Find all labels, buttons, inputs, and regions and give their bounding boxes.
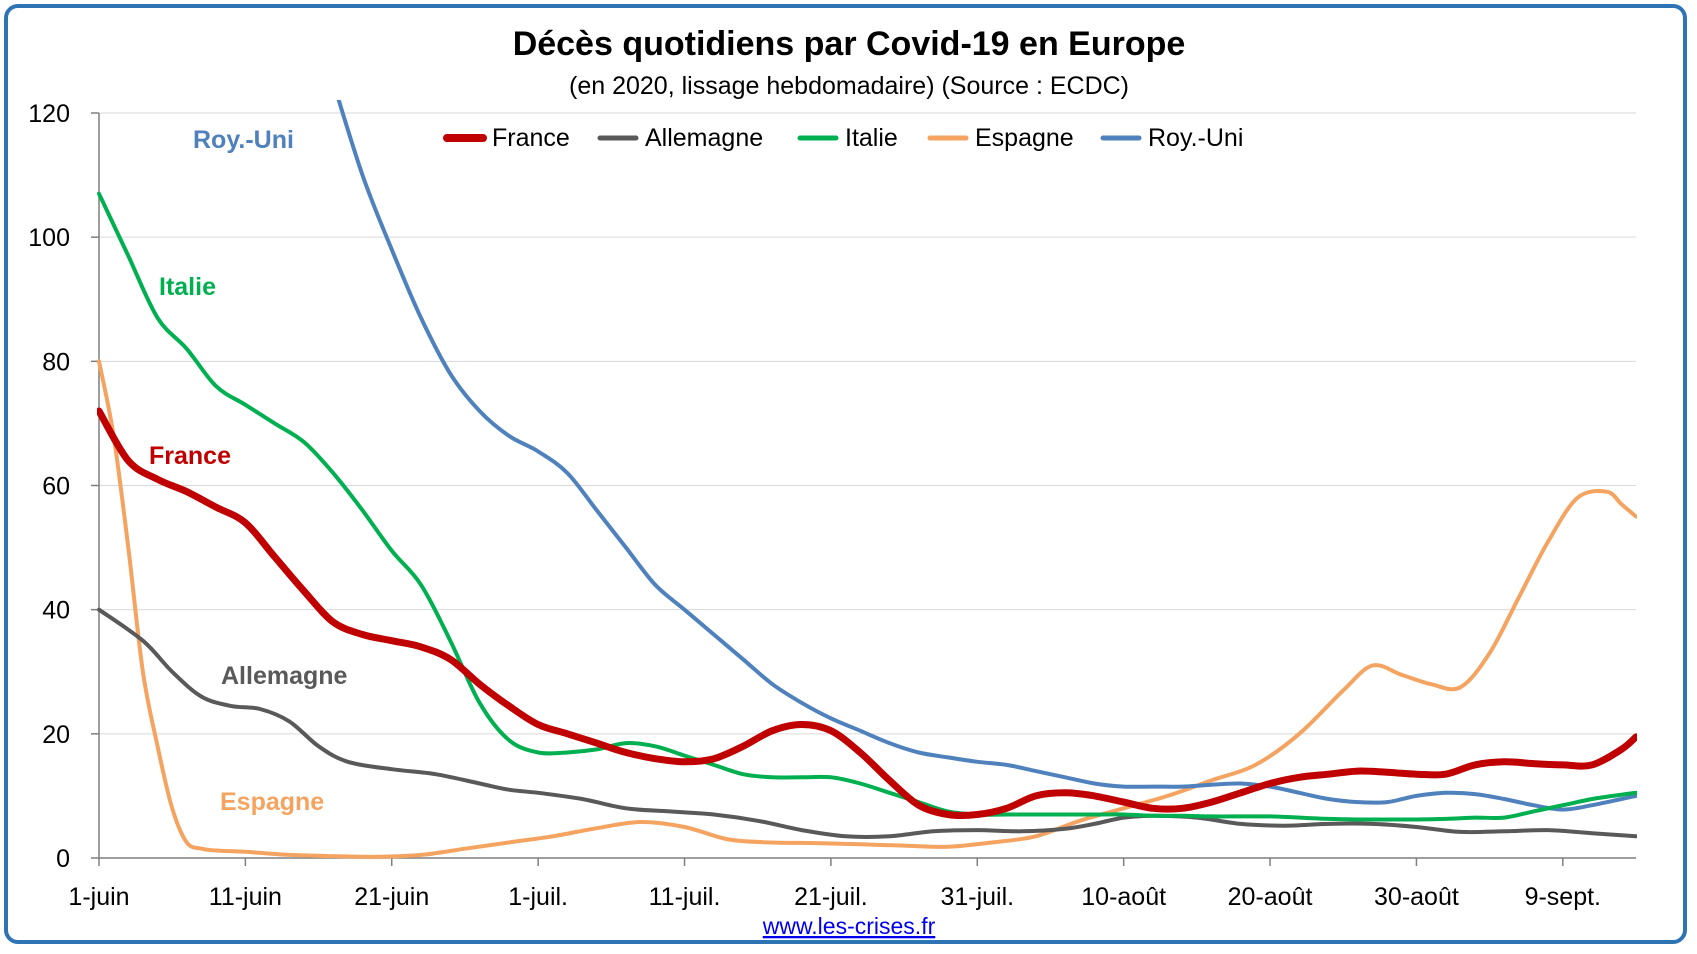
x-tick-label: 20-août: [1228, 883, 1313, 911]
x-tick-label: 1-juil.: [508, 883, 568, 911]
inline-label-italie: Italie: [159, 273, 216, 301]
chart-title: Décès quotidiens par Covid-19 en Europe: [513, 25, 1186, 63]
chart-subtitle: (en 2020, lissage hebdomadaire) (Source …: [569, 72, 1129, 100]
inline-label-france: France: [149, 442, 231, 470]
x-tick-label: 1-juin: [68, 883, 129, 911]
inline-series-labels: France Allemagne Italie Espagne Roy.-Uni: [149, 126, 348, 816]
series-line-roy-uni: [336, 100, 1637, 812]
series-lines: [97, 100, 1637, 859]
y-tick-label: 60: [42, 473, 70, 501]
series-line-france: [97, 407, 1637, 820]
x-tick-label: 9-sept.: [1525, 883, 1601, 911]
inline-label-allemagne: Allemagne: [221, 662, 348, 690]
inline-label-roy-uni: Roy.-Uni: [193, 126, 294, 154]
y-tick-label: 120: [28, 100, 70, 128]
x-tick-label: 21-juil.: [794, 883, 868, 911]
legend: France Allemagne Italie Espagne Roy.-Uni: [443, 124, 1243, 152]
series-line-allemagne: [97, 607, 1637, 839]
source-link[interactable]: www.les-crises.fr: [762, 913, 936, 939]
y-tick-label: 100: [28, 224, 70, 252]
inline-label-espagne: Espagne: [220, 788, 324, 816]
y-tick-label: 40: [42, 597, 70, 625]
x-tick-label: 10-août: [1081, 883, 1166, 911]
chart-frame: [4, 4, 1687, 944]
y-tick-label: 0: [56, 845, 70, 873]
series-line-italie: [97, 191, 1637, 822]
y-tick-label: 20: [42, 721, 70, 749]
legend-label-italie: Italie: [845, 124, 898, 152]
x-axis-ticks: 1-juin 11-juin 21-juin 1-juil. 11-juil. 21-ju…: [68, 883, 1601, 911]
x-tick-label: 11-juil.: [649, 883, 721, 911]
legend-label-espagne: Espagne: [975, 124, 1074, 152]
y-tick-label: 80: [42, 348, 70, 376]
legend-label-allemagne: Allemagne: [645, 124, 763, 152]
legend-label-france: France: [492, 124, 570, 152]
x-tick-label: 21-juin: [354, 883, 429, 911]
x-tick-label: 31-juil.: [940, 883, 1014, 911]
x-tick-label: 11-juin: [209, 883, 282, 911]
y-axis-ticks: 0 20 40 60 80 100 120: [28, 100, 70, 873]
x-tick-label: 30-août: [1374, 883, 1459, 911]
legend-label-roy-uni: Roy.-Uni: [1148, 124, 1243, 152]
series-line-espagne: [97, 359, 1637, 859]
gridlines: [99, 112, 1636, 735]
